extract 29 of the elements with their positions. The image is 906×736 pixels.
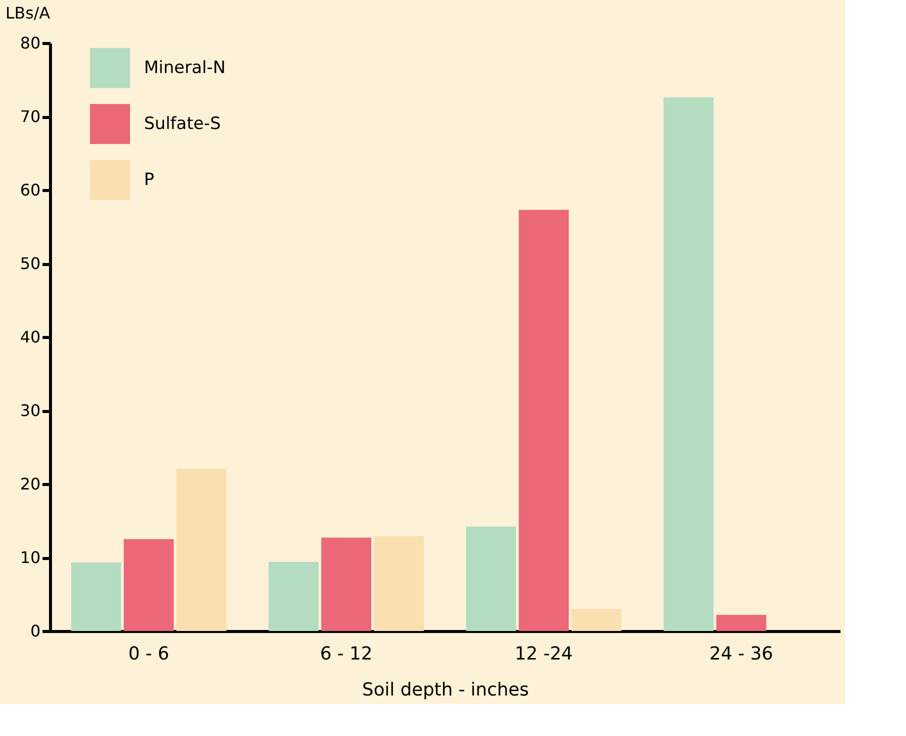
- y-tick-label: 20: [20, 474, 40, 494]
- bar: [268, 562, 319, 631]
- x-tick-label: 6 - 12: [320, 644, 372, 664]
- y-tick-label: 40: [20, 328, 40, 346]
- y-tick-label: 70: [20, 107, 40, 126]
- y-tick-label: 30: [20, 401, 40, 420]
- bar: [71, 562, 122, 631]
- legend-label: Mineral-N: [144, 58, 226, 78]
- y-tick-label: 80: [20, 34, 40, 52]
- bar: [124, 539, 174, 631]
- bar: [664, 97, 714, 631]
- bar: [176, 468, 226, 631]
- x-tick-label: 24 - 36: [709, 644, 774, 664]
- bar: [518, 210, 569, 631]
- bar: [374, 536, 424, 631]
- y-tick-label: 60: [20, 180, 40, 200]
- x-tick-label: 12 -24: [514, 644, 573, 664]
- bar: [321, 538, 372, 631]
- bar: [466, 526, 516, 631]
- legend-label: Sulfate-S: [144, 114, 221, 134]
- y-axis-title: LBs/A: [6, 4, 50, 22]
- bar: [716, 614, 766, 631]
- y-tick-label: 50: [20, 254, 40, 273]
- x-tick-label: 0 - 6: [128, 644, 170, 664]
- legend-label: P: [144, 170, 154, 190]
- y-tick-label: 0: [30, 622, 40, 640]
- x-axis-title: Soil depth - inches: [362, 680, 529, 700]
- y-tick-label: 10: [20, 548, 40, 567]
- bar: [571, 608, 622, 631]
